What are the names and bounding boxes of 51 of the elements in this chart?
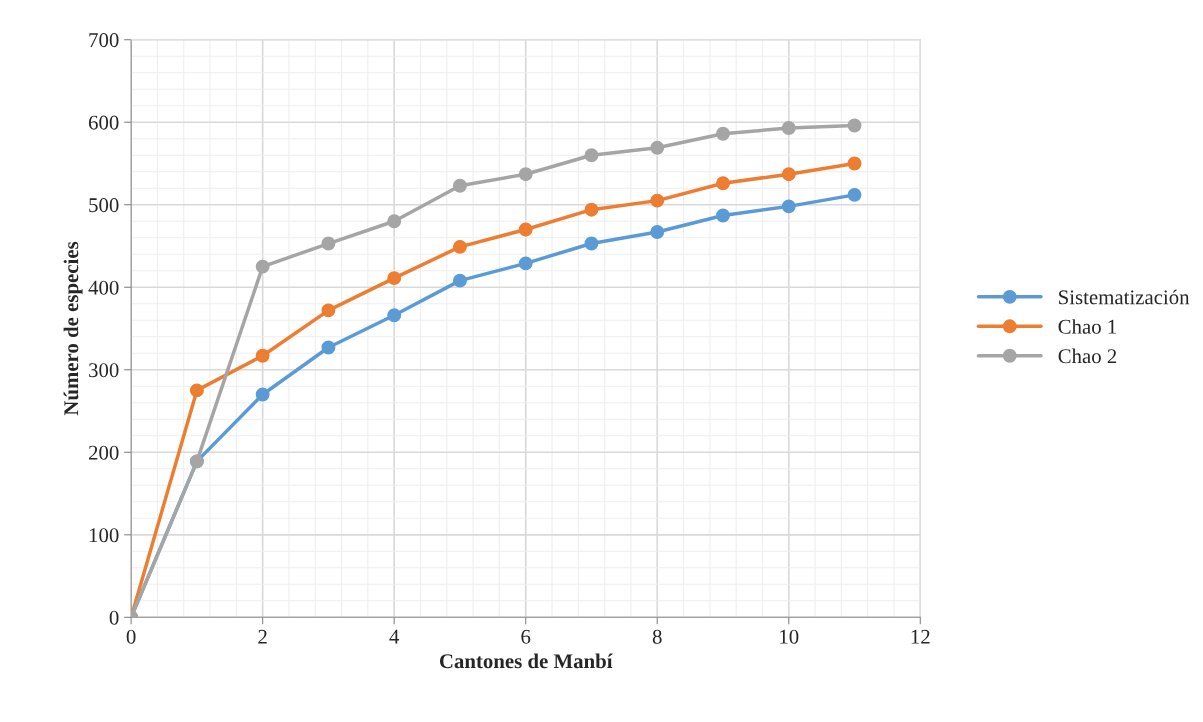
y-axis-title: Número de especies	[63, 241, 83, 416]
point	[650, 140, 665, 155]
point	[716, 208, 730, 223]
point	[847, 187, 862, 202]
y-tick-label: 0	[109, 610, 119, 625]
x-tick-label: 10	[780, 629, 799, 644]
x-tick-label: 6	[521, 629, 531, 644]
point	[584, 148, 599, 163]
point	[387, 271, 402, 286]
x-tick-label: 4	[389, 629, 400, 644]
point	[584, 236, 599, 251]
legend-label: Chao 2	[1058, 348, 1117, 364]
y-tick-label: 400	[88, 280, 119, 295]
x-tick-label: 0	[126, 629, 136, 644]
point	[781, 121, 796, 135]
point	[387, 308, 402, 323]
point	[716, 176, 730, 191]
x-tick-label: 2	[258, 629, 267, 644]
x-axis-title: Cantones de Manbí	[439, 653, 613, 669]
point	[453, 273, 467, 288]
legend-label: Sistematización	[1059, 289, 1190, 305]
point	[716, 126, 730, 141]
point	[584, 202, 599, 217]
y-tick-label: 200	[88, 445, 119, 460]
y-tick-label: 700	[89, 33, 119, 48]
point	[321, 340, 336, 355]
point	[387, 214, 402, 229]
point	[453, 239, 467, 254]
point	[847, 118, 862, 133]
y-tick-label: 600	[88, 115, 119, 130]
point	[781, 199, 796, 214]
point	[255, 387, 270, 402]
y-tick-label: 500	[89, 198, 119, 213]
point	[650, 225, 665, 239]
point	[518, 256, 533, 271]
point	[189, 383, 204, 398]
point	[255, 259, 270, 274]
point	[321, 303, 336, 318]
y-tick-label: 100	[89, 528, 119, 543]
x-tick-label: 8	[652, 629, 662, 644]
point	[781, 167, 796, 182]
point	[453, 178, 467, 193]
point	[847, 156, 862, 171]
x-tick-label: 12	[911, 629, 930, 644]
y-tick-label: 300	[89, 363, 119, 378]
point	[518, 167, 533, 182]
point	[255, 348, 270, 363]
point	[650, 193, 665, 208]
point	[321, 236, 336, 251]
legend-label: Chao 1	[1058, 319, 1117, 334]
point	[518, 222, 533, 237]
